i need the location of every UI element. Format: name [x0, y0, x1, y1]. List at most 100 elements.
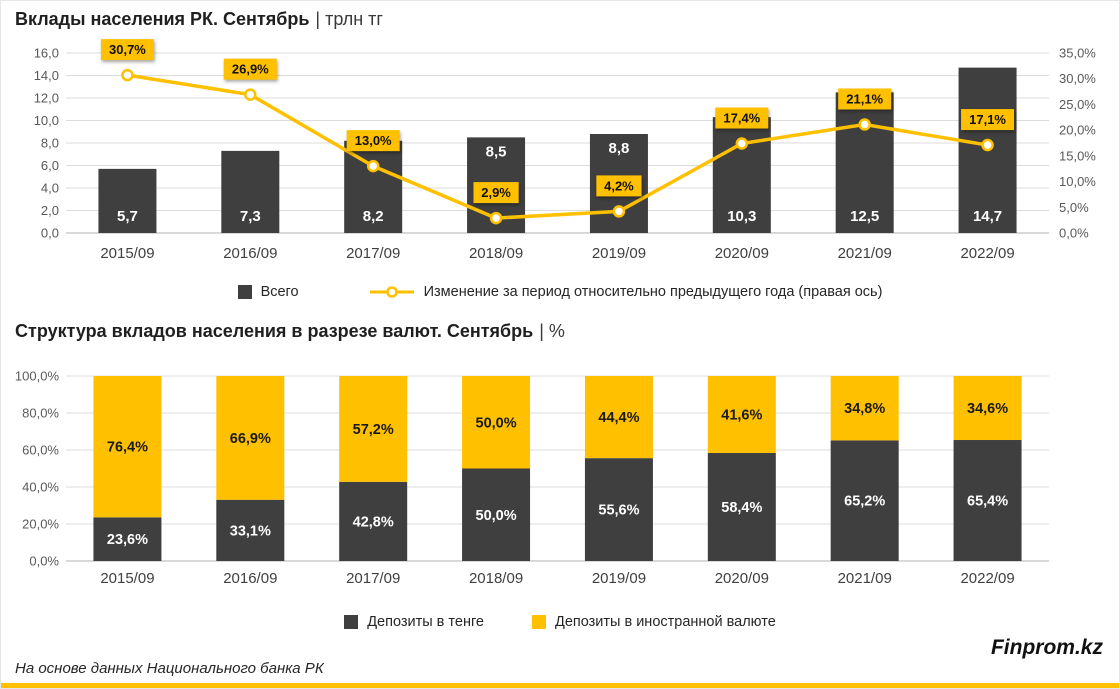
- y-left-tick-label: 2,0: [41, 203, 59, 218]
- y-right-tick-label: 0,0%: [1059, 226, 1089, 241]
- legend-label-tenge: Депозиты в тенге: [367, 614, 484, 630]
- line-marker: [489, 211, 503, 225]
- foreign-currency-segment: [462, 376, 531, 469]
- x-axis-label: 2021/09: [838, 245, 892, 262]
- y-right-tick-label: 10,0%: [1059, 174, 1096, 189]
- foreign-currency-swatch-icon: [532, 615, 546, 629]
- bottom-accent-bar: [1, 683, 1119, 688]
- x-axis-label: 2015/09: [100, 245, 154, 262]
- line-value-callout: 26,9%: [223, 58, 277, 80]
- tenge-segment: [707, 452, 776, 561]
- line-value-callout: 4,2%: [596, 175, 642, 197]
- y-right-tick-label: 25,0%: [1059, 97, 1096, 112]
- y-left-tick-label: 40,0%: [22, 480, 59, 495]
- tenge-share-label: 42,8%: [353, 514, 394, 530]
- y-left-tick-label: 12,0: [34, 91, 59, 106]
- x-axis-label: 2016/09: [223, 245, 277, 262]
- bar-value-label: 5,7: [117, 208, 138, 225]
- y-left-tick-label: 60,0%: [22, 443, 59, 458]
- tenge-segment: [216, 499, 285, 561]
- total-bar: [712, 117, 771, 233]
- tenge-swatch-icon: [344, 615, 359, 629]
- legend-item-tenge: Депозиты в тенге: [344, 614, 484, 630]
- x-axis-label: 2022/09: [960, 245, 1014, 262]
- foreign-currency-share-label: 66,9%: [230, 431, 271, 447]
- bar-value-label: 10,3: [727, 208, 756, 225]
- tenge-share-label: 55,6%: [598, 503, 639, 519]
- bar-value-label: 7,3: [240, 208, 261, 225]
- callout-box: [346, 130, 400, 152]
- line-marker: [858, 118, 871, 131]
- legend-label-change: Изменение за период относительно предыду…: [423, 284, 883, 300]
- y-left-tick-label: 6,0: [41, 158, 59, 173]
- total-bar: [835, 92, 894, 233]
- chart2-title-text: Структура вкладов населения в разрезе ва…: [15, 321, 534, 341]
- chart2-legend: Депозиты в тенге Депозиты в иностранной …: [1, 614, 1119, 630]
- x-axis-label: 2020/09: [715, 245, 769, 262]
- line-value-label: 21,1%: [846, 91, 883, 106]
- tenge-share-label: 50,0%: [476, 508, 517, 524]
- x-axis-label: 2018/09: [469, 570, 523, 587]
- y-left-tick-label: 100,0%: [15, 369, 60, 384]
- x-axis-label: 2018/09: [469, 245, 523, 262]
- y-right-tick-label: 35,0%: [1059, 46, 1096, 61]
- line-marker: [366, 159, 380, 173]
- x-axis-label: 2016/09: [223, 570, 277, 587]
- line-value-callout: 2,9%: [473, 182, 519, 204]
- tenge-segment: [584, 458, 653, 561]
- chart2-title-unit: | %: [539, 321, 565, 341]
- x-axis-label: 2020/09: [715, 570, 769, 587]
- foreign-currency-segment: [830, 376, 899, 441]
- x-axis-label: 2017/09: [346, 570, 400, 587]
- callout-box: [838, 88, 892, 110]
- y-right-tick-label: 5,0%: [1059, 200, 1089, 215]
- x-axis-label: 2019/09: [592, 570, 646, 587]
- tenge-segment: [339, 481, 408, 561]
- tenge-segment: [830, 440, 899, 561]
- legend-label-foreign-currency: Депозиты в иностранной валюте: [555, 614, 776, 630]
- bar-value-label: 12,5: [850, 208, 879, 225]
- line-value-callout: 21,1%: [838, 88, 892, 110]
- tenge-segment: [953, 440, 1022, 561]
- bar-value-label: 8,8: [609, 140, 630, 157]
- line-value-label: 4,2%: [604, 178, 634, 193]
- foreign-currency-segment: [93, 376, 162, 518]
- chart1-title-text: Вклады населения РК. Сентябрь: [15, 9, 310, 29]
- y-left-tick-label: 0,0%: [29, 554, 59, 569]
- deposit-currency-structure-chart: 100,0% 80,0% 60,0% 40,0% 20,0% 0,0% 23,6% 76,4%…: [15, 369, 1049, 587]
- line-marker-swatch-icon: [369, 286, 414, 298]
- legend-label-total: Всего: [260, 284, 299, 300]
- y-left-tick-label: 80,0%: [22, 406, 59, 421]
- x-axis-label: 2021/09: [838, 570, 892, 587]
- foreign-currency-segment: [707, 376, 776, 453]
- tenge-segment: [93, 517, 162, 561]
- line-marker: [244, 88, 257, 101]
- callout-box: [715, 107, 769, 129]
- y-left-tick-label: 16,0: [34, 46, 59, 61]
- y-left-tick-label: 10,0: [34, 113, 59, 128]
- total-bar-swatch-icon: [237, 285, 252, 299]
- foreign-currency-share-label: 57,2%: [353, 422, 394, 438]
- tenge-share-label: 58,4%: [721, 500, 762, 516]
- line-value-label: 2,9%: [481, 185, 511, 200]
- foreign-currency-share-label: 44,4%: [598, 410, 639, 426]
- total-bar: [221, 150, 280, 233]
- callout-box: [961, 109, 1015, 131]
- y-right-tick-label: 30,0%: [1059, 71, 1096, 86]
- line-marker: [121, 68, 134, 82]
- x-axis-label: 2022/09: [960, 570, 1014, 587]
- source-note: На основе данных Национального банка РК: [15, 660, 324, 677]
- tenge-share-label: 65,4%: [967, 494, 1008, 510]
- foreign-currency-share-label: 76,4%: [107, 440, 148, 456]
- line-value-callout: 30,7%: [100, 39, 154, 61]
- line-value-callout: 17,4%: [715, 107, 769, 129]
- y-left-tick-label: 0,0: [41, 226, 59, 241]
- x-axis-label: 2019/09: [592, 245, 646, 262]
- foreign-currency-share-label: 50,0%: [476, 415, 517, 431]
- line-marker: [612, 205, 626, 218]
- foreign-currency-segment: [339, 376, 408, 482]
- y-right-tick-label: 15,0%: [1059, 148, 1096, 163]
- tenge-segment: [462, 468, 531, 561]
- line-marker: [735, 137, 749, 150]
- chart1-legend: Всего Изменение за период относительно п…: [1, 284, 1119, 300]
